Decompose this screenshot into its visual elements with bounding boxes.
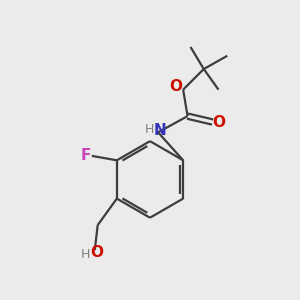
Text: F: F [80,148,91,164]
Text: N: N [154,123,167,138]
Text: O: O [169,79,182,94]
Text: O: O [91,245,103,260]
Text: H: H [145,123,154,136]
Text: H: H [81,248,90,261]
Text: O: O [212,115,225,130]
